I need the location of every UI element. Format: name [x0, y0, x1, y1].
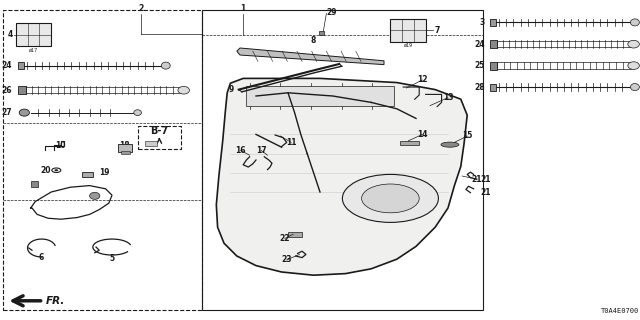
Bar [319, 31, 324, 35]
Ellipse shape [161, 62, 170, 69]
Text: 1: 1 [241, 4, 246, 13]
Text: 19: 19 [99, 168, 109, 177]
Text: 27: 27 [1, 108, 12, 117]
Circle shape [54, 169, 58, 171]
Bar [16, 23, 51, 46]
Bar [202, 10, 483, 310]
Bar [145, 141, 157, 146]
Text: 3: 3 [480, 18, 485, 27]
Text: 29: 29 [326, 8, 337, 17]
Text: 4: 4 [8, 30, 13, 39]
Ellipse shape [628, 40, 639, 48]
Bar [490, 19, 496, 26]
Bar [3, 10, 202, 310]
Ellipse shape [441, 142, 459, 147]
Bar [18, 62, 24, 69]
Text: 25: 25 [475, 61, 485, 70]
Text: 21: 21 [480, 188, 490, 197]
Ellipse shape [19, 109, 29, 116]
Ellipse shape [628, 62, 639, 69]
Text: 24: 24 [1, 61, 12, 70]
Text: 15: 15 [462, 132, 472, 140]
Ellipse shape [178, 86, 189, 94]
Bar [490, 61, 497, 69]
Text: 28: 28 [474, 83, 485, 92]
Text: 2: 2 [138, 4, 143, 13]
Bar [138, 126, 181, 149]
Text: 18: 18 [120, 141, 130, 150]
Bar [18, 86, 26, 94]
Bar [121, 151, 130, 154]
Text: 20: 20 [41, 166, 51, 175]
Ellipse shape [630, 84, 639, 91]
Text: 21: 21 [480, 175, 490, 184]
Polygon shape [237, 48, 384, 65]
Text: T0A4E0700: T0A4E0700 [600, 308, 639, 314]
Text: 13: 13 [443, 93, 453, 102]
Bar [31, 181, 38, 187]
Ellipse shape [134, 110, 141, 116]
Text: 21: 21 [472, 175, 482, 184]
Bar [82, 172, 93, 177]
Ellipse shape [90, 192, 100, 199]
Text: 12: 12 [417, 76, 428, 84]
Text: 23: 23 [282, 255, 292, 264]
Text: 8: 8 [311, 36, 316, 45]
Text: 9: 9 [228, 85, 234, 94]
Text: 22: 22 [280, 234, 290, 243]
Text: 6: 6 [39, 253, 44, 262]
Text: 17: 17 [256, 146, 266, 155]
Bar [118, 144, 132, 152]
Text: FR.: FR. [46, 296, 65, 306]
Text: 7: 7 [435, 26, 440, 35]
Text: 5: 5 [109, 254, 115, 263]
Text: 26: 26 [1, 86, 12, 95]
Polygon shape [216, 78, 467, 275]
Bar [246, 86, 394, 106]
Text: 11: 11 [286, 138, 296, 147]
Bar [490, 84, 496, 91]
Text: B-7: B-7 [150, 126, 168, 136]
Bar [400, 141, 419, 145]
Ellipse shape [630, 19, 639, 26]
Text: 16: 16 [236, 146, 246, 155]
Bar [390, 19, 426, 42]
Circle shape [362, 184, 419, 213]
Text: ø19: ø19 [403, 43, 413, 48]
Bar [490, 40, 497, 48]
Text: 14: 14 [417, 130, 428, 139]
Text: 24: 24 [475, 40, 485, 49]
Text: ø17: ø17 [29, 48, 38, 53]
Text: 10: 10 [56, 141, 66, 150]
Bar [288, 232, 302, 237]
Circle shape [342, 174, 438, 222]
